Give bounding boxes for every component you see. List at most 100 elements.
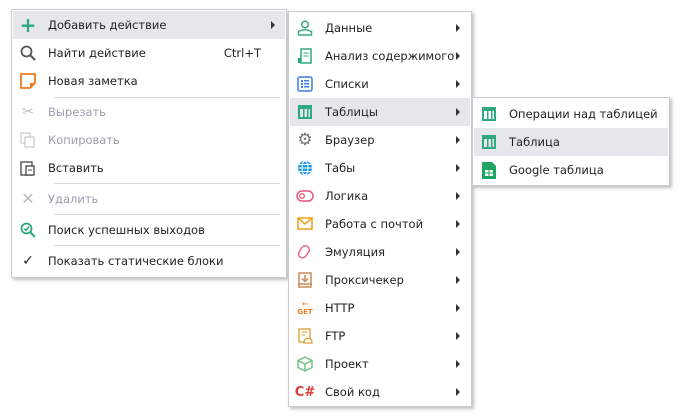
menu-item-label: Поиск успешных выходов [48,223,205,237]
plus-icon: + [19,13,37,37]
menu-item-user[interactable]: Данные [290,14,470,42]
copy-icon [19,131,37,149]
submenu-arrow-icon [456,136,460,144]
menu-separator [54,245,280,246]
menu-item-mail[interactable]: Работа с почтой [290,210,470,238]
menu-item-label: Эмуляция [325,245,385,259]
menu-item-plus[interactable]: + Добавить действие [13,11,285,39]
menu-item-mouse[interactable]: Эмуляция [290,238,470,266]
menu-item-gear[interactable]: ⚙ Браузер [290,126,470,154]
menu-item-download-box[interactable]: Проксичекер [290,266,470,294]
menu-item-label: Вырезать [48,105,106,119]
menu-item-ftp[interactable]: FTP [290,322,470,350]
menu-item-label: Таблица [509,135,560,149]
menu-item-document[interactable]: Анализ содержимого [290,42,470,70]
menu-item-label: Google таблица [509,163,604,177]
menu-item-label: Работа с почтой [325,217,424,231]
menu-item-table[interactable]: Таблица [474,128,668,156]
menu-separator [54,97,280,98]
menu-item-checkmark[interactable]: ✓ Показать статические блоки [13,247,285,275]
menu-item-scissors: ✂ Вырезать [13,98,285,126]
menu-item-paste[interactable]: Вставить [13,154,285,182]
menu-item-toggle[interactable]: Логика [290,182,470,210]
menu-item-label: Новая заметка [48,74,138,88]
paste-icon [19,159,37,177]
submenu-arrow-icon [456,192,460,200]
menu-separator [54,183,280,184]
table-icon [480,133,498,151]
menu-item-label: Найти действие [48,46,146,60]
menu-item-table[interactable]: Таблицы [290,98,470,126]
context-menu: + Добавить действие Найти действие Ctrl+T Но… [11,9,287,278]
search-check-icon [19,221,37,239]
menu-item-label: Вставить [48,161,104,175]
submenu-arrow-icon [456,108,460,116]
menu-item-label: Списки [325,77,369,91]
menu-item-google-sheets[interactable]: Google таблица [474,156,668,184]
download-box-icon [296,271,314,289]
menu-item-label: Свой код [325,385,380,399]
menu-item-label: Браузер [325,133,375,147]
menu-item-label: Проект [325,357,369,371]
submenu-arrow-icon [271,21,275,29]
submenu-arrow-icon [456,388,460,396]
menu-item-label: Добавить действие [48,18,167,32]
submenu-arrow-icon [456,24,460,32]
mouse-icon [296,243,314,261]
table-icon [296,103,314,121]
menu-item-label: Анализ содержимого [325,49,455,63]
ftp-icon [296,327,314,345]
menu-item-http-get[interactable]: ← GET HTTP [290,294,470,322]
globe-icon [296,159,314,177]
submenu-arrow-icon [456,220,460,228]
csharp-icon: C# [294,384,316,400]
scissors-icon: ✂ [22,104,34,120]
gear-icon: ⚙ [297,129,313,150]
menu-item-label: Проксичекер [325,273,404,287]
menu-separator [54,214,280,215]
shortcut-label: Ctrl+T [223,46,261,60]
submenu-arrow-icon [456,360,460,368]
cube-icon [296,355,314,373]
mail-icon [296,215,314,233]
submenu-arrow-icon [456,52,460,60]
tables-submenu: Операции над таблицей Таблица Google табли… [472,97,670,186]
menu-item-table[interactable]: Операции над таблицей [474,100,668,128]
user-icon [296,19,314,37]
submenu-arrow-icon [456,276,460,284]
http-get-icon: ← GET [297,300,313,316]
menu-item-copy: Копировать [13,126,285,154]
menu-item-label: Операции над таблицей [509,107,658,121]
toggle-icon [296,187,314,205]
list-icon [296,75,314,93]
menu-item-globe[interactable]: Табы [290,154,470,182]
menu-item-label: Табы [325,161,356,175]
add-action-submenu: Данные Анализ содержимого Списки Таблицы ⚙ Бр… [288,11,472,407]
menu-item-delete: ✕ Удалить [13,185,285,213]
document-icon [296,47,314,65]
search-icon [19,44,37,62]
menu-item-label: Показать статические блоки [48,254,224,268]
menu-item-label: Таблицы [325,105,378,119]
menu-item-search-check[interactable]: Поиск успешных выходов [13,216,285,244]
menu-item-cube[interactable]: Проект [290,350,470,378]
submenu-arrow-icon [456,332,460,340]
delete-icon: ✕ [21,189,35,208]
submenu-arrow-icon [456,164,460,172]
menu-item-search[interactable]: Найти действие Ctrl+T [13,39,285,67]
menu-item-list[interactable]: Списки [290,70,470,98]
submenu-arrow-icon [456,248,460,256]
menu-item-label: Логика [325,189,369,203]
menu-item-note[interactable]: Новая заметка [13,67,285,95]
menu-item-label: HTTP [325,301,355,315]
submenu-arrow-icon [456,80,460,88]
google-sheets-icon [480,161,498,179]
menu-item-label: Данные [325,21,373,35]
menu-item-label: Удалить [48,192,99,206]
submenu-arrow-icon [456,304,460,312]
checkmark-icon: ✓ [22,253,34,269]
table-icon [480,105,498,123]
menu-item-label: FTP [325,329,346,343]
menu-item-label: Копировать [48,133,120,147]
menu-item-csharp[interactable]: C# Свой код [290,378,470,406]
